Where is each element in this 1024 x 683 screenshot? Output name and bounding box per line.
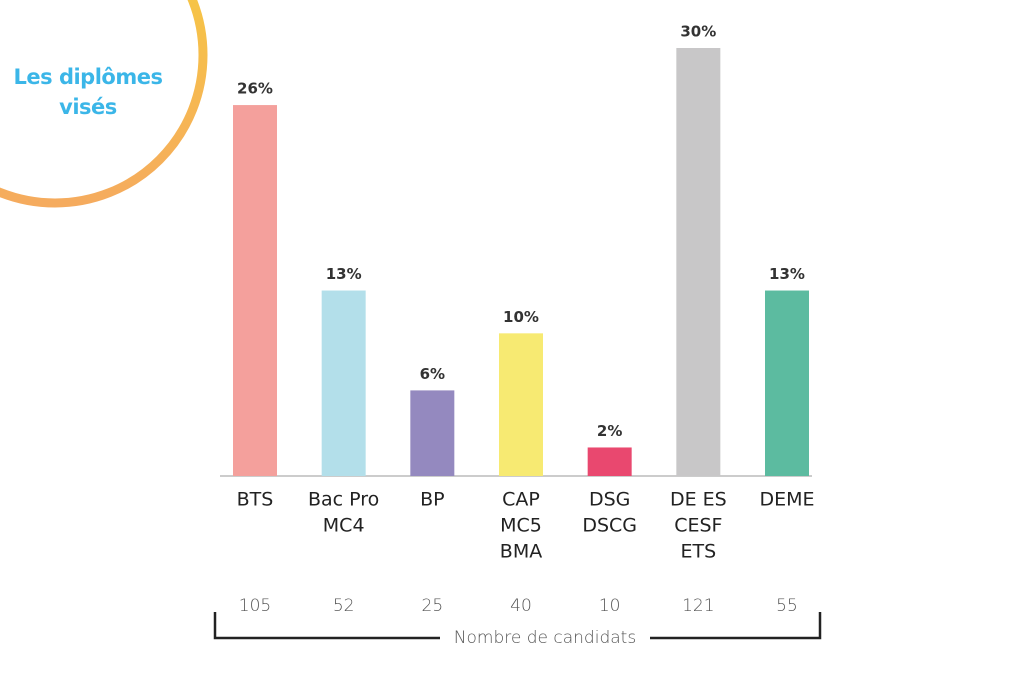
bar bbox=[321, 290, 366, 476]
count-label: 25 bbox=[422, 596, 444, 616]
chart-title: Les diplômes bbox=[14, 65, 163, 89]
value-label: 2% bbox=[597, 422, 622, 440]
bar bbox=[765, 290, 809, 476]
value-label: 10% bbox=[503, 308, 539, 326]
value-label: 6% bbox=[420, 365, 445, 383]
value-label: 13% bbox=[326, 265, 362, 283]
x-tick-label: DE ES bbox=[670, 489, 727, 511]
x-tick-label: BP bbox=[420, 489, 445, 511]
x-tick-label: CAP bbox=[502, 489, 540, 511]
decor-ring bbox=[0, 0, 208, 208]
x-tick-label: DSCG bbox=[582, 515, 637, 537]
bar bbox=[410, 390, 455, 476]
x-tick-label: MC4 bbox=[323, 515, 365, 537]
bracket bbox=[213, 612, 822, 640]
bar bbox=[233, 105, 277, 477]
count-label: 105 bbox=[239, 596, 271, 616]
bar bbox=[499, 333, 543, 476]
value-label: 13% bbox=[769, 265, 805, 283]
count-label: 55 bbox=[776, 596, 798, 616]
count-label: 121 bbox=[682, 596, 714, 616]
x-tick-label: BMA bbox=[500, 541, 542, 563]
x-tick-label: ETS bbox=[680, 541, 716, 563]
x-tick-label: Bac Pro bbox=[308, 489, 379, 511]
count-label: 10 bbox=[599, 596, 621, 616]
chart-title: visés bbox=[59, 95, 117, 119]
x-tick-label: BTS bbox=[237, 489, 274, 511]
bar bbox=[676, 48, 721, 476]
count-label: 52 bbox=[333, 596, 355, 616]
value-label: 30% bbox=[680, 23, 716, 41]
x-tick-label: CESF bbox=[674, 515, 722, 537]
value-label: 26% bbox=[237, 80, 273, 98]
x-tick-label: DEME bbox=[759, 489, 814, 511]
counts-label: Nombre de candidats bbox=[454, 628, 636, 648]
count-label: 40 bbox=[510, 596, 532, 616]
bar bbox=[587, 447, 632, 476]
x-tick-label: DSG bbox=[589, 489, 630, 511]
x-tick-label: MC5 bbox=[500, 515, 542, 537]
